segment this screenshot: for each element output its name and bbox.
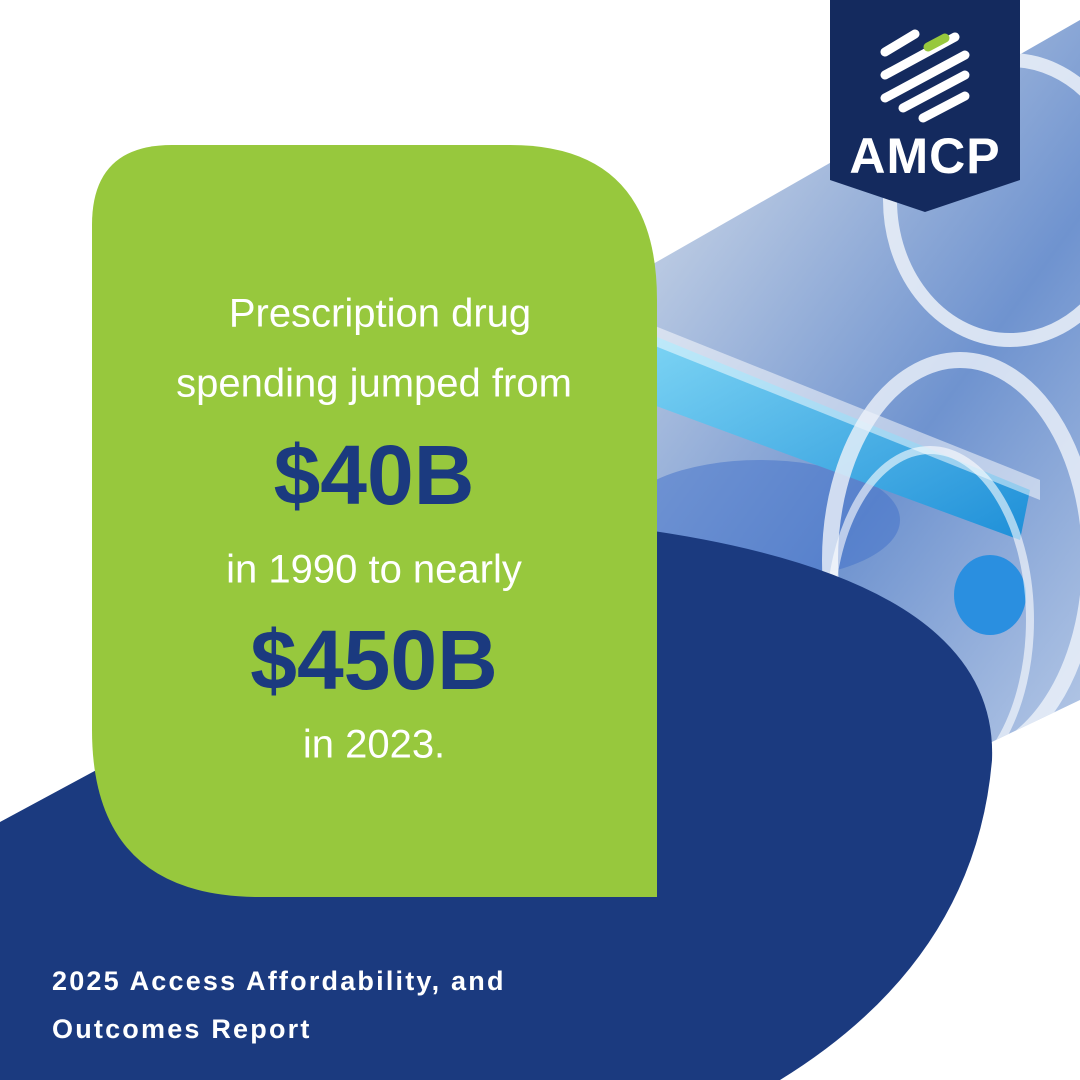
- logo-text: AMCP: [849, 128, 1000, 184]
- statement-line: in 2023.: [303, 723, 445, 767]
- statement-line: spending jumped from: [176, 362, 572, 406]
- statement-line: Prescription drug: [229, 292, 531, 336]
- statement-line: in 1990 to nearly: [226, 548, 522, 592]
- footer-line: Outcomes Report: [52, 1014, 312, 1044]
- green-panel: [92, 145, 657, 897]
- footer-line: 2025 Access Affordability, and: [52, 966, 506, 996]
- statement-figure: $40B: [274, 428, 475, 522]
- statement-figure: $450B: [250, 613, 498, 707]
- logo: AMCP: [830, 0, 1020, 212]
